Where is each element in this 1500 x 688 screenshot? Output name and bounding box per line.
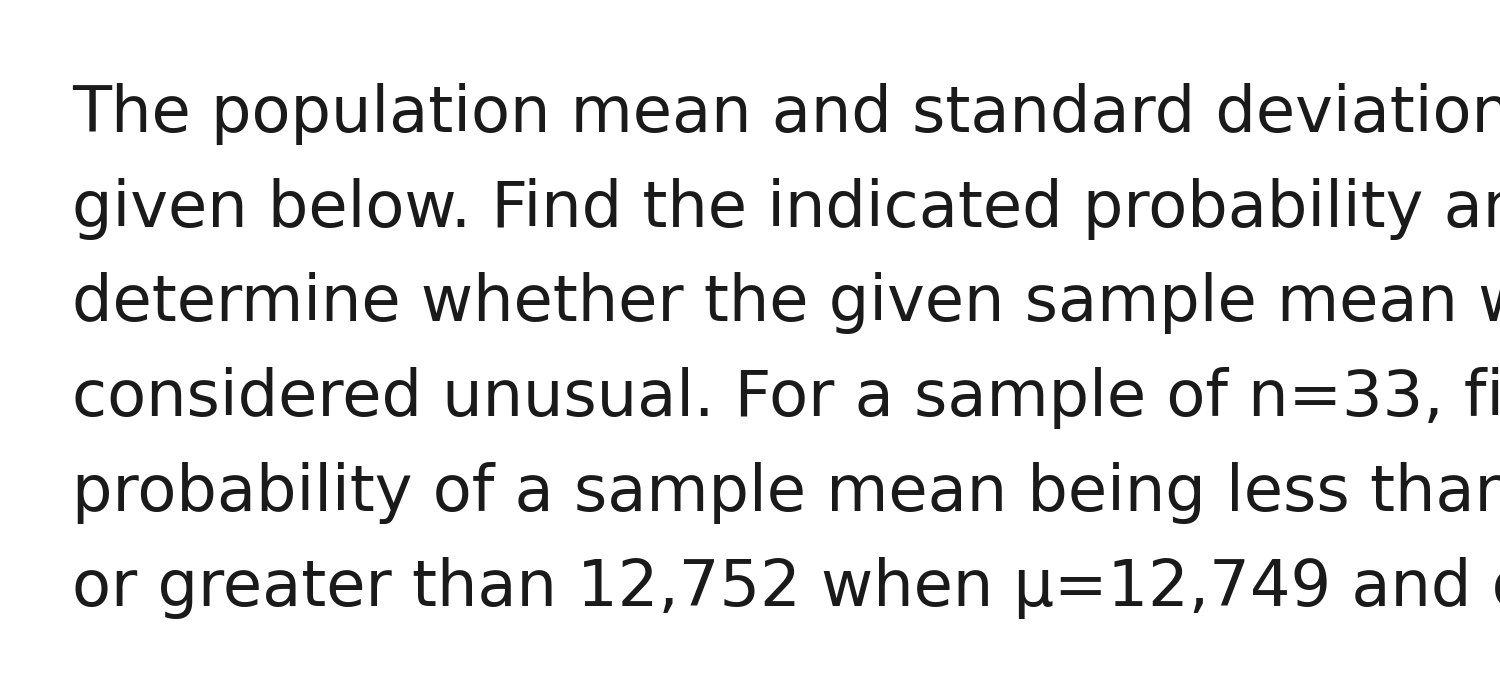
- Text: or greater than 12,752 when μ=12,749 and σ=1.1.: or greater than 12,752 when μ=12,749 and…: [72, 557, 1500, 619]
- Text: considered unusual. For a sample of n=33, find the: considered unusual. For a sample of n=33…: [72, 367, 1500, 429]
- Text: The population mean and standard deviation are: The population mean and standard deviati…: [72, 83, 1500, 144]
- Text: probability of a sample mean being less than 12,749: probability of a sample mean being less …: [72, 462, 1500, 524]
- Text: determine whether the given sample mean would be: determine whether the given sample mean …: [72, 272, 1500, 334]
- Text: given below. Find the indicated probability and: given below. Find the indicated probabil…: [72, 178, 1500, 239]
